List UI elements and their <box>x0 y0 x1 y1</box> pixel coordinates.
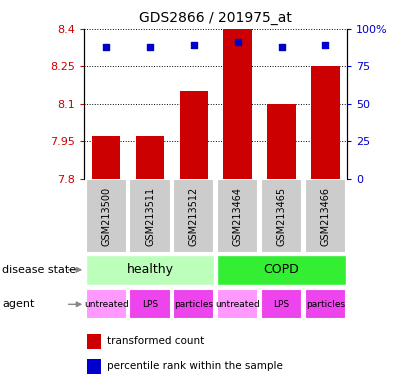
Bar <box>87 334 102 349</box>
Bar <box>136 136 164 179</box>
Bar <box>92 136 120 179</box>
Bar <box>305 179 346 253</box>
Point <box>191 42 197 48</box>
Title: GDS2866 / 201975_at: GDS2866 / 201975_at <box>139 11 292 25</box>
Text: LPS: LPS <box>273 300 290 309</box>
Bar <box>129 179 171 253</box>
Text: LPS: LPS <box>142 300 158 309</box>
Bar <box>173 289 215 319</box>
Point <box>278 44 285 50</box>
Text: COPD: COPD <box>264 263 299 276</box>
Bar <box>224 29 252 179</box>
Bar <box>217 255 346 285</box>
Text: transformed count: transformed count <box>106 336 204 346</box>
Bar <box>180 91 208 179</box>
Point <box>147 44 153 50</box>
Bar <box>173 179 215 253</box>
Bar <box>85 289 127 319</box>
Bar <box>85 255 215 285</box>
Text: GSM213500: GSM213500 <box>101 187 111 245</box>
Text: GSM213464: GSM213464 <box>233 187 242 245</box>
Text: GSM213511: GSM213511 <box>145 187 155 245</box>
Bar <box>311 66 339 179</box>
Bar <box>261 289 302 319</box>
Text: untreated: untreated <box>215 300 260 309</box>
Text: particles: particles <box>174 300 213 309</box>
Bar <box>305 289 346 319</box>
Bar <box>129 289 171 319</box>
Text: GSM213512: GSM213512 <box>189 186 199 246</box>
Text: healthy: healthy <box>127 263 173 276</box>
Point <box>234 39 241 45</box>
Bar <box>267 104 296 179</box>
Point <box>103 44 109 50</box>
Text: particles: particles <box>306 300 345 309</box>
Text: percentile rank within the sample: percentile rank within the sample <box>106 361 282 371</box>
Text: untreated: untreated <box>84 300 129 309</box>
Text: GSM213466: GSM213466 <box>321 187 330 245</box>
Text: GSM213465: GSM213465 <box>277 187 286 245</box>
Point <box>322 42 329 48</box>
Text: disease state: disease state <box>2 265 76 275</box>
Bar <box>85 179 127 253</box>
Bar <box>261 179 302 253</box>
Bar <box>87 359 102 374</box>
Text: agent: agent <box>2 299 35 310</box>
Bar <box>217 179 258 253</box>
Bar <box>217 289 258 319</box>
